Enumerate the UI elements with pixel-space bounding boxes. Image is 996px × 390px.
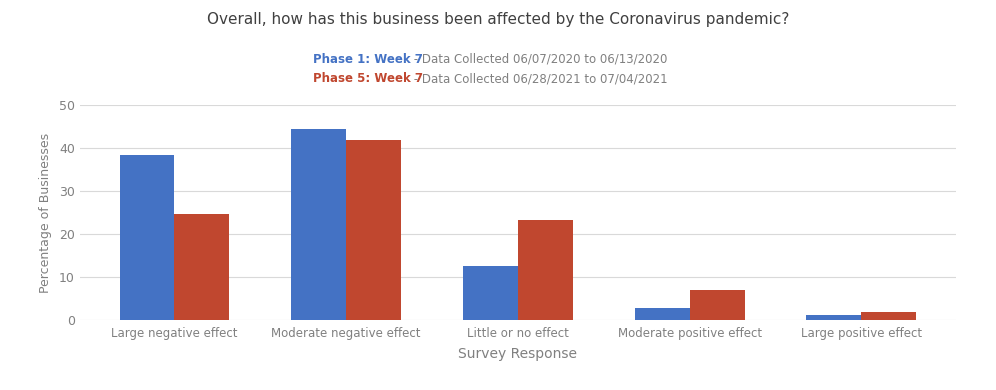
Text: Overall, how has this business been affected by the Coronavirus pandemic?: Overall, how has this business been affe… — [207, 12, 789, 27]
Bar — [347, 140, 401, 320]
Text: - Data Collected 06/28/2021 to 07/04/2021: - Data Collected 06/28/2021 to 07/04/202… — [410, 72, 668, 85]
Text: Phase 5: Week 7: Phase 5: Week 7 — [313, 72, 423, 85]
Bar — [634, 308, 689, 320]
X-axis label: Survey Response: Survey Response — [458, 347, 578, 361]
Bar — [862, 312, 916, 320]
Bar — [518, 220, 573, 320]
Bar — [689, 290, 745, 320]
Bar — [463, 266, 518, 320]
Bar — [291, 129, 347, 320]
Legend: Phase 1: Week 7 - National, Phase 5: Week 7 - National: Phase 1: Week 7 - National, Phase 5: Wee… — [308, 387, 728, 390]
Bar — [807, 315, 862, 320]
Bar — [120, 154, 174, 320]
Text: - Data Collected 06/07/2020 to 06/13/2020: - Data Collected 06/07/2020 to 06/13/202… — [410, 53, 667, 66]
Y-axis label: Percentage of Businesses: Percentage of Businesses — [39, 133, 52, 292]
Text: Phase 1: Week 7: Phase 1: Week 7 — [313, 53, 423, 66]
Bar — [174, 214, 229, 320]
